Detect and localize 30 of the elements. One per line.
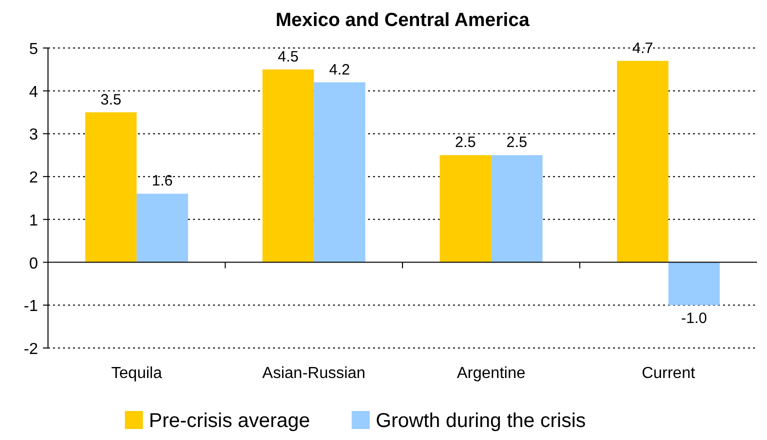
bar [262, 69, 314, 262]
y-tick-label: 1 [29, 212, 38, 230]
x-tick-label: Tequila [111, 365, 162, 382]
chart-title: Mexico and Central America [276, 10, 530, 31]
y-tick-label: 5 [29, 41, 38, 58]
y-tick-label: 2 [29, 170, 38, 187]
y-tick-label: -1 [24, 298, 38, 316]
data-label: 4.2 [329, 61, 350, 78]
bar [85, 112, 137, 262]
bar [616, 60, 668, 262]
bar [440, 155, 492, 262]
data-label: 1.6 [152, 172, 173, 190]
y-tick-label: 3 [29, 126, 38, 144]
data-label: 4.5 [278, 48, 299, 66]
bar [314, 82, 366, 262]
data-label: 3.5 [100, 91, 122, 108]
x-tick-label: Current [642, 365, 696, 382]
bar [491, 155, 543, 262]
x-tick-label: Asian-Russian [262, 365, 366, 382]
y-tick-label: 4 [29, 84, 38, 101]
legend-label: Pre-crisis average [148, 410, 310, 432]
y-tick-label: 0 [29, 255, 38, 272]
data-label: -1.0 [681, 310, 708, 328]
bar [136, 194, 188, 262]
bar [668, 262, 720, 306]
x-tick-label: Argentine [456, 365, 526, 382]
y-tick-label: -2 [24, 341, 38, 358]
data-label: 2.5 [506, 134, 528, 152]
data-label: 2.5 [454, 134, 476, 152]
legend-label: Growth during the crisis [376, 410, 586, 432]
